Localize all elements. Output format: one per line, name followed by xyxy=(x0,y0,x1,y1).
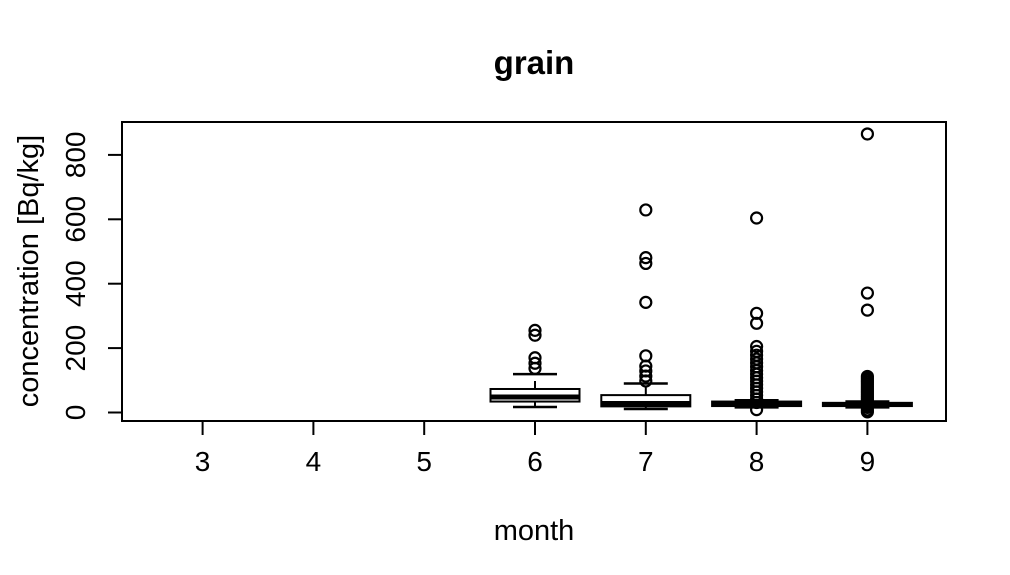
chart-title: grain xyxy=(494,44,575,81)
x-tick-label: 3 xyxy=(195,446,211,477)
x-tick-label: 7 xyxy=(638,446,654,477)
outlier-point xyxy=(860,286,875,300)
y-axis-title: concentration [Bq/kg] xyxy=(13,135,45,407)
plot-border xyxy=(121,121,947,422)
x-tick-label: 9 xyxy=(860,446,876,477)
y-tick-label: 800 xyxy=(60,132,91,179)
outlier-point xyxy=(528,328,542,342)
outlier-point xyxy=(749,316,764,330)
outlier-point xyxy=(749,339,764,354)
outlier-point xyxy=(639,203,653,217)
outlier-point xyxy=(749,395,764,410)
y-tick-label: 0 xyxy=(60,405,91,421)
outlier-point xyxy=(639,251,653,265)
x-tick-label: 8 xyxy=(749,446,765,477)
x-tick-label: 5 xyxy=(416,446,432,477)
outlier-point xyxy=(749,403,764,417)
outlier-point xyxy=(528,356,542,370)
iqr-box xyxy=(600,394,692,408)
x-axis-title: month xyxy=(494,515,575,547)
outlier-point xyxy=(639,295,653,309)
outlier-point xyxy=(639,374,653,388)
outlier-point xyxy=(749,211,764,225)
x-tick-label: 6 xyxy=(527,446,543,477)
outlier-point xyxy=(860,303,875,317)
y-tick-label: 400 xyxy=(60,260,91,307)
outlier-point xyxy=(528,361,542,375)
plot-area: 3 4 5 6 7 8 9 0 200 400 600 800 xyxy=(60,121,947,477)
outlier-point xyxy=(860,405,875,419)
outlier-point xyxy=(639,369,653,383)
outlier-point xyxy=(639,256,653,271)
y-tick-label: 600 xyxy=(60,196,91,243)
outlier-point xyxy=(528,323,542,337)
x-tick-label: 4 xyxy=(306,446,322,477)
y-tick-label: 200 xyxy=(60,325,91,372)
outlier-point xyxy=(860,127,875,141)
